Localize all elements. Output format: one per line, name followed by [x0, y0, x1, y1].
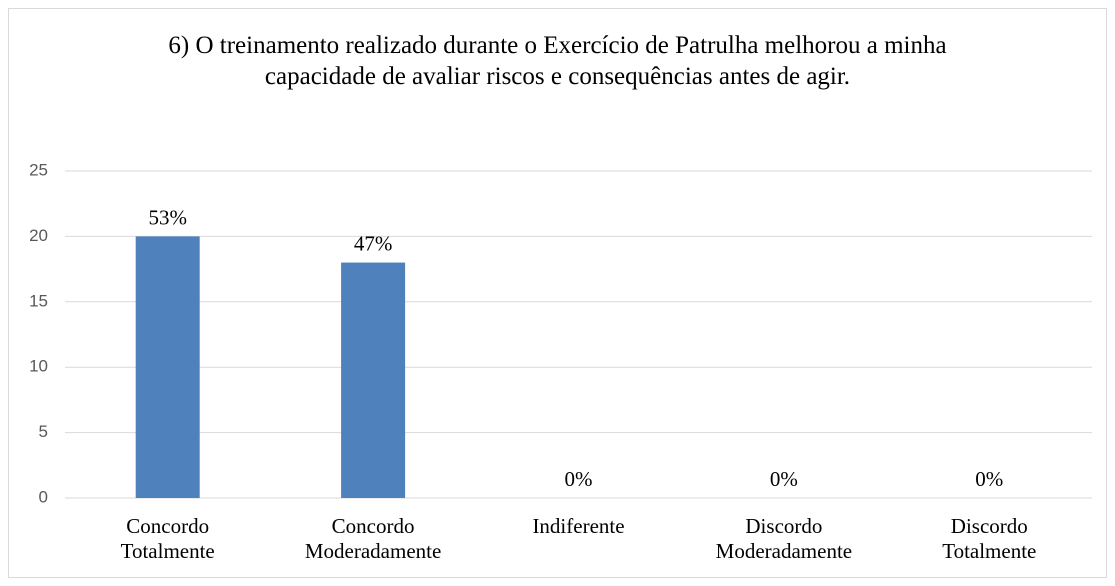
value-label: 0%: [565, 467, 593, 491]
y-tick-label: 25: [29, 160, 48, 179]
x-tick-label: Concordo Totalmente: [120, 514, 215, 563]
chart-title: 6) O treinamento realizado durante o Exe…: [168, 32, 947, 90]
x-tick-label: Discordo Totalmente: [942, 514, 1037, 563]
bar: [341, 262, 406, 498]
x-tick-label: Concordo Moderadamente: [304, 514, 442, 563]
x-tick-label: Indiferente: [532, 514, 625, 538]
y-tick-label: 20: [29, 226, 48, 245]
value-label: 47%: [354, 232, 393, 256]
y-tick-label: 5: [39, 422, 48, 441]
x-tick-label: Discordo Moderadamente: [715, 514, 853, 563]
bar: [135, 236, 200, 498]
value-label: 53%: [148, 205, 187, 229]
value-label: 0%: [770, 467, 798, 491]
y-tick-label: 10: [29, 357, 48, 376]
y-tick-label: 15: [29, 291, 48, 310]
value-label: 0%: [975, 467, 1003, 491]
y-tick-label: 0: [39, 487, 48, 506]
